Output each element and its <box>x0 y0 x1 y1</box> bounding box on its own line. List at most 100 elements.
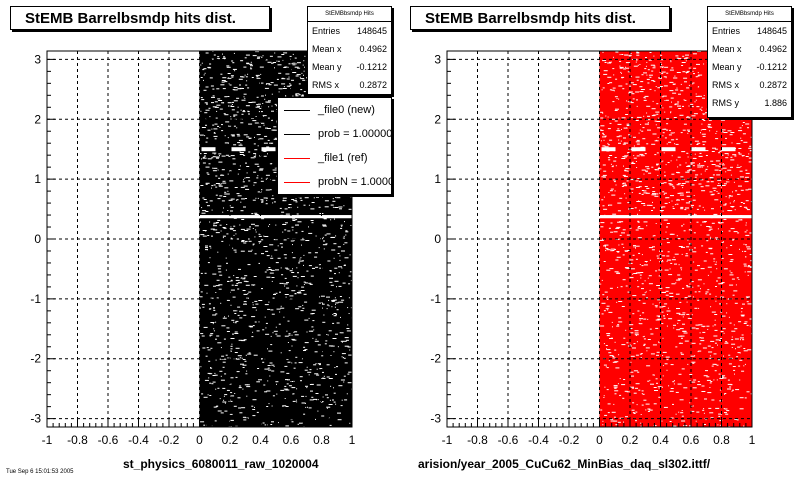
hit-gap <box>655 111 660 113</box>
hit-gap <box>302 79 306 81</box>
hit-gap <box>284 425 289 427</box>
hit-gap <box>739 193 741 195</box>
hit-gap <box>718 283 721 285</box>
hit-gap <box>339 301 344 303</box>
hit-gap <box>727 154 729 156</box>
hit-gap <box>721 315 726 317</box>
hit-gap <box>213 308 215 310</box>
hit-gap <box>638 226 641 227</box>
hit-gap <box>721 257 724 259</box>
hit-gap <box>710 253 714 255</box>
hit-gap <box>742 133 746 135</box>
hit-gap <box>719 400 723 402</box>
hit-gap <box>648 74 653 76</box>
hit-gap <box>615 367 620 369</box>
hit-gap <box>322 244 327 246</box>
hit-gap <box>689 402 691 404</box>
hit-gap <box>705 419 707 421</box>
hit-gap <box>604 386 606 388</box>
hit-gap <box>716 364 719 366</box>
hit-gap <box>692 170 696 172</box>
hit-gap <box>742 339 745 341</box>
hit-gap <box>230 206 234 208</box>
hit-gap <box>687 156 689 158</box>
hit-gap <box>330 385 332 387</box>
hit-gap <box>627 152 630 153</box>
hit-gap <box>237 397 241 399</box>
hit-gap <box>614 248 616 250</box>
hit-gap <box>208 303 211 305</box>
hit-gap <box>636 51 639 53</box>
hit-gap <box>630 102 634 104</box>
hit-gap <box>700 186 704 188</box>
hit-gap <box>693 247 696 249</box>
hit-gap <box>243 93 247 95</box>
hit-gap <box>718 152 721 154</box>
hit-gap <box>603 395 605 397</box>
hit-gap <box>641 404 644 406</box>
hit-gap <box>690 281 694 283</box>
hit-gap <box>233 234 235 236</box>
hit-gap <box>652 100 654 102</box>
hit-gap <box>640 89 645 90</box>
hit-gap <box>214 420 217 422</box>
hit-gap <box>653 207 655 209</box>
hit-gap <box>297 67 301 69</box>
hit-gap <box>694 153 696 155</box>
hit-gap <box>310 275 314 277</box>
hit-gap <box>645 65 647 67</box>
hit-gap <box>704 209 706 211</box>
hit-gap <box>654 154 657 156</box>
hit-gap <box>623 421 624 423</box>
hit-gap <box>730 272 733 274</box>
hit-gap <box>646 350 648 352</box>
hit-gap <box>736 178 739 180</box>
hit-gap <box>233 114 238 116</box>
hit-gap <box>308 374 310 376</box>
hit-gap <box>604 291 608 293</box>
hit-gap <box>607 412 610 414</box>
x-tick-label: 0.6 <box>283 433 300 447</box>
hit-gap <box>234 313 237 314</box>
hit-gap <box>658 287 663 289</box>
hit-gap <box>673 383 675 385</box>
hit-gap <box>268 403 270 405</box>
hit-gap <box>602 112 604 114</box>
hit-gap <box>638 186 642 188</box>
hit-gap <box>288 385 292 387</box>
left-stats-row-mean-y: Mean y -0.1212 <box>312 62 387 72</box>
hit-gap <box>222 180 226 182</box>
hit-gap <box>262 103 264 104</box>
hit-gap <box>308 407 312 409</box>
hit-gap <box>669 90 674 92</box>
hit-gap <box>212 167 214 169</box>
hit-gap <box>222 211 224 213</box>
grid <box>447 51 752 427</box>
hit-gap <box>735 220 739 222</box>
hit-gap <box>717 424 719 426</box>
hit-gap <box>713 379 715 381</box>
hit-gap <box>212 314 217 316</box>
hit-gap <box>716 174 721 176</box>
hit-gap <box>736 356 739 358</box>
hit-gap <box>631 163 636 164</box>
hit-gap <box>656 113 659 115</box>
hit-gap <box>226 327 230 329</box>
hit-gap <box>662 337 664 339</box>
hit-gap <box>703 120 706 121</box>
hit-gap <box>262 422 265 424</box>
hit-gap <box>222 387 226 389</box>
hit-gap <box>643 204 646 206</box>
hit-gap <box>721 290 725 292</box>
hit-gap <box>208 360 211 362</box>
hit-gap <box>223 338 226 340</box>
hit-gap <box>612 213 616 215</box>
hit-gap <box>244 275 248 277</box>
hit-gap <box>337 412 341 414</box>
hit-gap <box>271 105 273 107</box>
hit-gap <box>333 243 337 245</box>
hit-gap <box>643 338 646 340</box>
hit-gap <box>701 391 706 392</box>
hit-gap <box>702 331 706 333</box>
hit-gap <box>322 302 323 304</box>
